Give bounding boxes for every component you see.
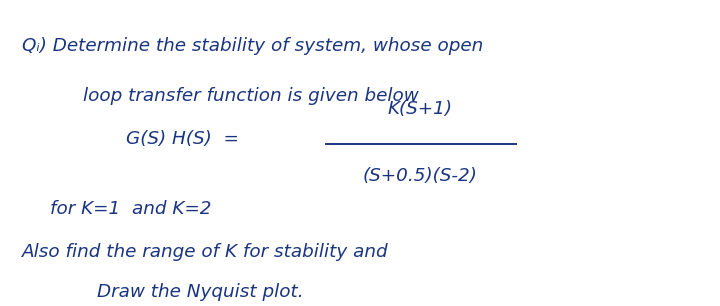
Text: loop transfer function is given below: loop transfer function is given below bbox=[83, 87, 418, 105]
Text: (S+0.5)(S-2): (S+0.5)(S-2) bbox=[362, 167, 477, 185]
Text: Draw the Nyquist plot.: Draw the Nyquist plot. bbox=[97, 283, 304, 301]
Text: Also find the range of K for stability and: Also find the range of K for stability a… bbox=[22, 243, 388, 261]
Text: K(S+1): K(S+1) bbox=[387, 100, 452, 118]
Text: G(S) H(S)  =: G(S) H(S) = bbox=[126, 130, 239, 148]
Text: for K=1  and K=2: for K=1 and K=2 bbox=[50, 200, 212, 218]
Text: Qᵢ) Determine the stability of system, whose open: Qᵢ) Determine the stability of system, w… bbox=[22, 37, 483, 55]
